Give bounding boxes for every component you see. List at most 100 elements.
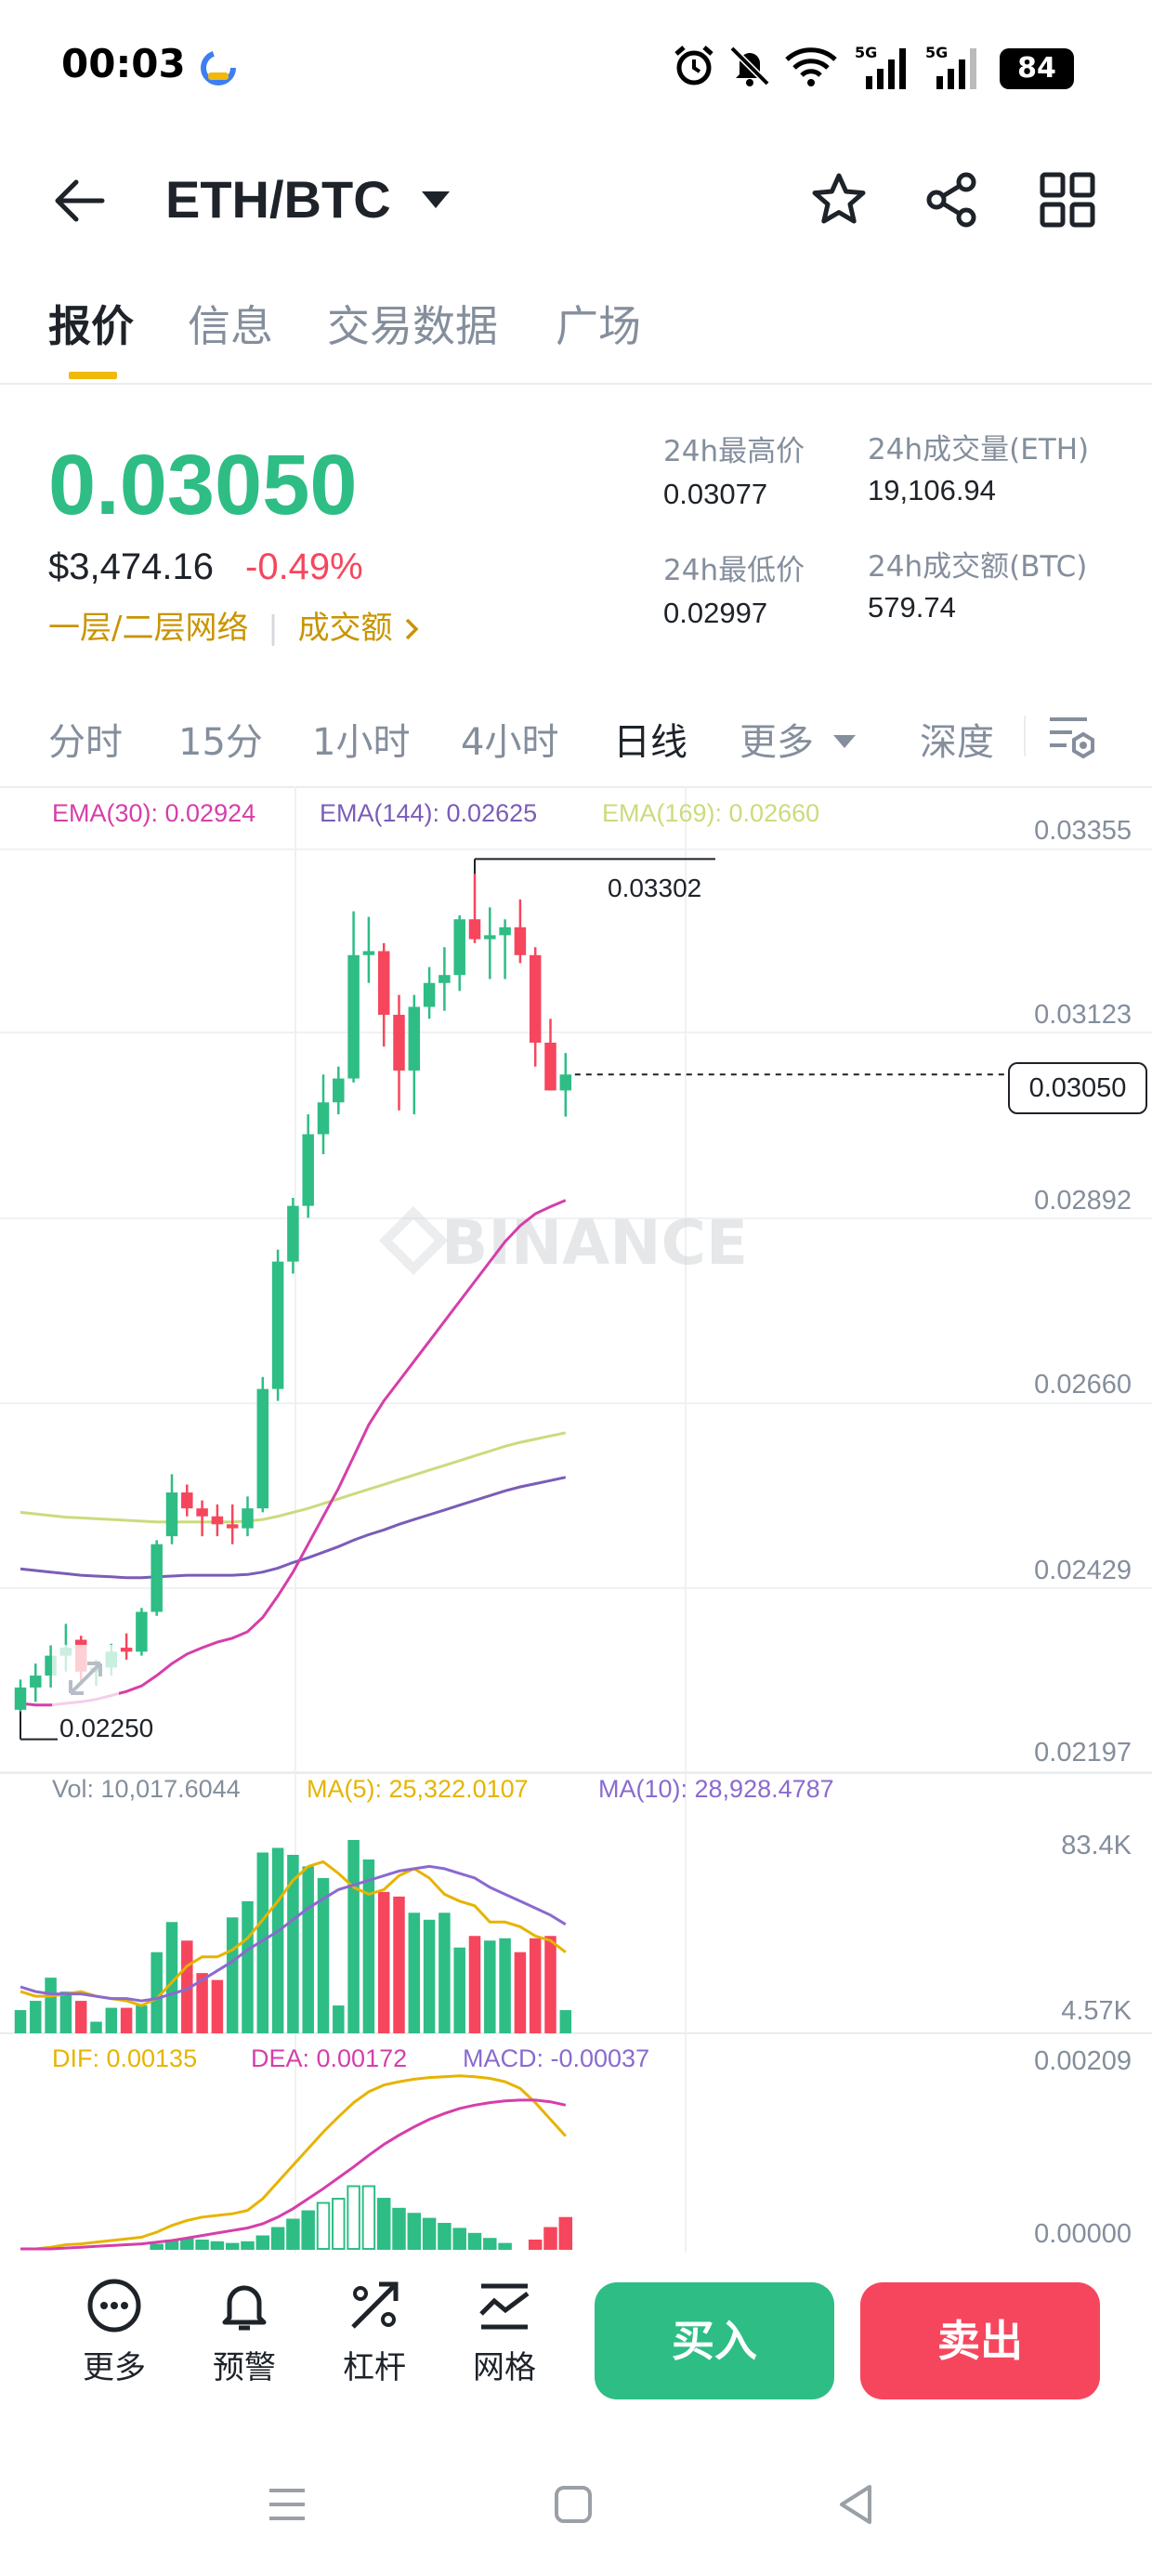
volume-bars xyxy=(14,1840,572,2033)
nav-back-icon[interactable] xyxy=(832,2481,879,2528)
macd-bar xyxy=(407,2213,422,2251)
l2-network-link[interactable]: 一层/二层网络 | 成交额 xyxy=(48,602,421,648)
nav-home-icon[interactable] xyxy=(550,2481,596,2528)
volume-bar xyxy=(45,1978,57,2033)
volume-bar xyxy=(362,1859,375,2033)
share-icon[interactable] xyxy=(923,171,981,229)
candle-body xyxy=(211,1516,224,1525)
volume-bar xyxy=(559,2010,572,2033)
candle-body xyxy=(181,1492,193,1509)
alarm-icon xyxy=(671,43,717,89)
ma10-line xyxy=(20,1864,567,2003)
grid-menu-icon[interactable] xyxy=(1039,171,1096,229)
interval-more[interactable]: 更多 xyxy=(740,712,857,766)
bell-icon xyxy=(216,2285,273,2338)
y-label-1: 0.03355 xyxy=(1034,816,1132,846)
macd-bar xyxy=(483,2238,497,2251)
candle-body xyxy=(559,1074,572,1091)
candle-body xyxy=(333,1078,345,1103)
nav-menu-icon[interactable] xyxy=(264,2481,310,2528)
candle-body xyxy=(151,1544,163,1612)
volume-bar xyxy=(302,1866,314,2033)
macd-min-label: 0.00000 xyxy=(1034,2219,1132,2249)
sell-button[interactable]: 卖出 xyxy=(860,2282,1100,2399)
macd-bar xyxy=(332,2198,346,2251)
app-notification-icon xyxy=(197,46,240,89)
max-price-label: 0.03302 xyxy=(608,874,702,902)
current-price-tag: 0.03050 xyxy=(1008,1062,1147,1114)
vol-btc-label: 24h成交额(BTC) xyxy=(868,550,1088,584)
status-time: 00:03 xyxy=(61,41,186,86)
chart-grid xyxy=(0,786,1152,2253)
expand-chart-icon[interactable] xyxy=(52,1645,119,1712)
tab-square[interactable]: 广场 xyxy=(556,301,641,351)
macd-bar xyxy=(452,2228,466,2250)
tab-trading-data[interactable]: 交易数据 xyxy=(327,301,498,351)
ema144-label: EMA(144): 0.02625 xyxy=(320,799,538,827)
macd-bar xyxy=(543,2227,557,2251)
interval-1d[interactable]: 日线 xyxy=(613,721,687,764)
favorite-star-icon[interactable] xyxy=(810,171,868,229)
volume-bar xyxy=(211,1979,224,2033)
back-icon[interactable] xyxy=(52,175,108,227)
macd-bar xyxy=(392,2207,406,2251)
buy-button[interactable]: 买入 xyxy=(595,2282,834,2399)
volume-ma-lines xyxy=(20,1860,567,2007)
interval-15m[interactable]: 15分 xyxy=(178,721,263,764)
last-price: 0.03050 xyxy=(48,438,358,532)
grid-button[interactable]: 网格 xyxy=(453,2277,556,2387)
more-button[interactable]: 更多 xyxy=(63,2277,165,2387)
candle-body xyxy=(14,1687,27,1710)
volume-bar xyxy=(14,2010,27,2033)
grid-trading-icon xyxy=(476,2283,533,2338)
volume-bar xyxy=(499,1938,511,2033)
candle-body xyxy=(136,1611,148,1652)
pair-title[interactable]: ETH/BTC xyxy=(165,170,391,229)
interval-depth[interactable]: 深度 xyxy=(920,721,994,764)
macd-bar xyxy=(438,2223,452,2251)
vol-eth-value: 19,106.94 xyxy=(868,474,996,506)
battery-icon: 84 xyxy=(1000,48,1074,89)
macd-bar xyxy=(270,2227,285,2251)
alert-button[interactable]: 预警 xyxy=(193,2277,295,2387)
candle-body xyxy=(165,1492,178,1537)
interval-time[interactable]: 分时 xyxy=(48,721,123,764)
volume-bar xyxy=(393,1896,405,2033)
low-label: 24h最低价 xyxy=(663,554,805,587)
tab-quote[interactable]: 报价 xyxy=(48,301,134,351)
candle-body xyxy=(453,919,465,976)
volume-bar xyxy=(30,2001,42,2033)
volume-bar xyxy=(105,2007,118,2033)
candle-body xyxy=(514,927,527,955)
volume-bar xyxy=(529,1938,542,2033)
macd-bar xyxy=(528,2240,543,2251)
vol-btc-value: 579.74 xyxy=(868,591,956,624)
y-label-3: 0.02892 xyxy=(1034,1186,1132,1216)
ema169-label: EMA(169): 0.02660 xyxy=(602,799,820,827)
interval-more-label: 更多 xyxy=(740,721,814,764)
macd-bar xyxy=(376,2198,391,2251)
y-label-5: 0.02429 xyxy=(1034,1556,1132,1585)
tab-info[interactable]: 信息 xyxy=(188,301,273,351)
usd-price: $3,474.16 xyxy=(48,546,214,587)
leverage-button[interactable]: 杠杆 xyxy=(323,2277,425,2387)
volume-bar xyxy=(226,1917,239,2033)
volume-bar xyxy=(439,1912,451,2033)
candle-body xyxy=(408,1006,421,1071)
pair-dropdown-icon[interactable] xyxy=(420,188,452,212)
price-change: -0.49% xyxy=(245,546,363,587)
candle-body xyxy=(271,1261,284,1389)
kline-chart[interactable]: BINANCE xyxy=(0,786,1152,2253)
macd-label: MACD: -0.00037 xyxy=(463,2044,650,2072)
interval-4h[interactable]: 4小时 xyxy=(461,721,559,764)
macd-bar xyxy=(286,2218,300,2251)
chart-settings-icon[interactable] xyxy=(1046,712,1098,762)
macd-bar xyxy=(225,2242,240,2250)
candle-body xyxy=(393,1015,405,1071)
interval-1h[interactable]: 1小时 xyxy=(312,721,411,764)
dif-line xyxy=(20,2074,567,2251)
candles xyxy=(14,874,572,1712)
svg-text:5G: 5G xyxy=(855,44,877,61)
macd-bar xyxy=(558,2216,573,2251)
chart-top-divider xyxy=(0,786,1152,788)
